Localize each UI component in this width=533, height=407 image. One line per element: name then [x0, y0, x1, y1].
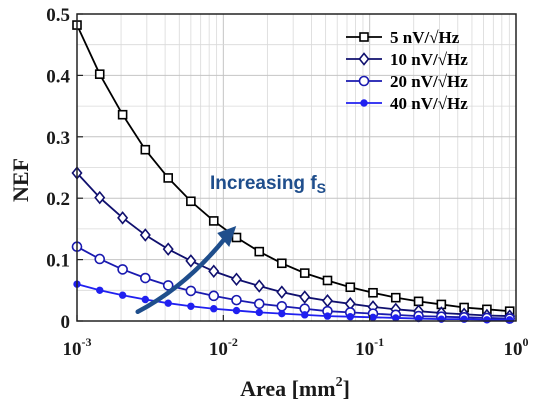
- annotation-arrowhead: [217, 225, 237, 247]
- data-point: [210, 305, 218, 313]
- plot-frame: [76, 13, 517, 322]
- x-tick-label: 10-1: [355, 335, 384, 360]
- data-point: [277, 258, 287, 269]
- legend-label: 40 nV/√Hz: [390, 94, 468, 113]
- x-tick-label: 100: [504, 335, 529, 360]
- data-point: [162, 280, 174, 291]
- data-point: [323, 312, 332, 320]
- series-line: [76, 283, 510, 321]
- legend-item: 40 nV/√Hz: [346, 94, 468, 113]
- data-point: [94, 190, 106, 205]
- data-point: [390, 292, 401, 303]
- legend-label: 5 nV/√Hz: [390, 28, 460, 47]
- data-point: [230, 272, 243, 287]
- data-point: [185, 254, 197, 268]
- legend-label: 10 nV/√Hz: [390, 50, 468, 69]
- data-point: [359, 32, 369, 42]
- data-point: [360, 99, 368, 107]
- tick-marks: [76, 13, 517, 322]
- data-point: [346, 313, 354, 321]
- data-point: [321, 293, 334, 308]
- data-point: [231, 294, 242, 306]
- data-point: [94, 253, 106, 265]
- legend-item: 5 nV/√Hz: [346, 28, 460, 47]
- data-point: [278, 309, 286, 318]
- data-point: [505, 316, 514, 324]
- x-axis-label: Area [mm2]: [240, 375, 350, 401]
- tick-labels: 10-3 10-2 10-1 100 0 0.1 0.2 0.3 0.4 0.5: [46, 5, 528, 360]
- legend: 5 nV/√Hz 10 nV/√Hz 20 nV/√Hz 40 nV/√Hz: [346, 28, 468, 113]
- data-point: [232, 306, 241, 315]
- data-point: [368, 287, 378, 298]
- data-point: [208, 264, 220, 279]
- y-tick-label: 0.2: [46, 189, 70, 210]
- data-point: [301, 311, 309, 319]
- data-point: [187, 302, 195, 310]
- data-point: [345, 282, 356, 293]
- data-point: [141, 295, 150, 304]
- data-point: [96, 286, 104, 294]
- data-point: [117, 264, 128, 275]
- data-point: [186, 196, 196, 207]
- x-tick-label: 10-2: [209, 335, 238, 360]
- data-point: [117, 109, 128, 120]
- data-point: [140, 272, 151, 284]
- data-point: [369, 313, 377, 322]
- legend-item: 10 nV/√Hz: [346, 50, 468, 69]
- legend-item: 20 nV/√Hz: [346, 72, 468, 91]
- y-tick-label: 0.5: [46, 5, 70, 26]
- data-point: [276, 300, 288, 312]
- data-point: [164, 299, 172, 307]
- data-point: [322, 275, 333, 286]
- data-point: [483, 316, 491, 324]
- data-point: [118, 291, 127, 299]
- y-axis-label: NEF: [8, 158, 33, 202]
- y-tick-label: 0.1: [46, 251, 70, 272]
- legend-label: 20 nV/√Hz: [390, 72, 468, 91]
- data-point: [413, 296, 424, 307]
- annotation-text: Increasing fS: [210, 173, 326, 196]
- data-point: [276, 285, 288, 299]
- y-tick-label: 0.4: [46, 66, 70, 87]
- data-point: [185, 285, 197, 297]
- y-tick-label: 0: [61, 312, 71, 333]
- data-point: [94, 69, 105, 79]
- data-point: [163, 173, 174, 183]
- data-point: [253, 279, 265, 293]
- y-tick-label: 0.3: [46, 128, 70, 149]
- annotation: Increasing fS: [135, 173, 326, 315]
- data-point: [139, 228, 151, 242]
- data-point: [117, 211, 129, 225]
- data-point: [208, 216, 219, 226]
- data-point: [358, 75, 370, 87]
- series-4: [73, 280, 514, 324]
- x-tick-label: 10-3: [63, 335, 92, 360]
- data-point: [208, 290, 220, 302]
- data-point: [299, 268, 310, 278]
- annotation-arrow: [135, 234, 229, 315]
- data-point: [358, 52, 370, 66]
- data-point: [299, 290, 311, 304]
- data-point: [392, 314, 400, 322]
- data-point: [254, 246, 265, 257]
- data-point: [253, 298, 265, 310]
- data-point: [140, 144, 151, 155]
- data-point: [255, 308, 263, 317]
- data-point: [231, 232, 242, 243]
- data-point: [162, 242, 174, 256]
